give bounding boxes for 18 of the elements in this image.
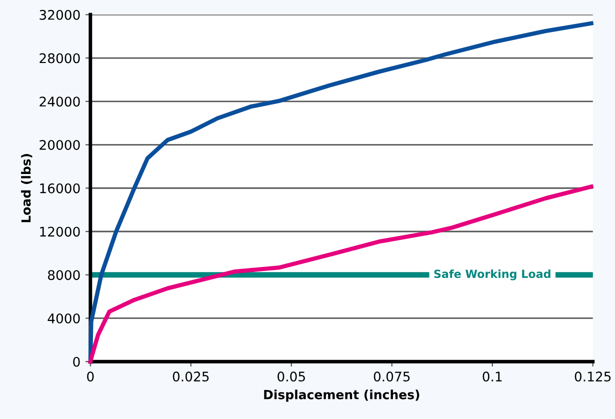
y-tick-label: 0 [73, 356, 80, 367]
y-tick-label: 16000 [40, 183, 80, 194]
y-tick-label: 4000 [48, 313, 80, 324]
y-axis-title: Load (lbs) [21, 154, 32, 222]
x-tick-label: 0.125 [574, 372, 611, 382]
x-tick-label: 0.075 [374, 372, 410, 382]
y-tick-label: 12000 [40, 226, 80, 237]
x-tick-label: 0.1 [482, 372, 502, 382]
x-tick-label: 0 [87, 372, 94, 382]
ref-line-label: Safe Working Load [434, 269, 550, 280]
x-tick-label: 0.025 [172, 372, 209, 382]
y-tick-label: 28000 [40, 53, 80, 64]
y-tick-label: 32000 [40, 10, 80, 20]
y-tick-label: 8000 [48, 270, 80, 280]
y-tick-label: 24000 [40, 96, 80, 107]
y-tick-label: 20000 [40, 140, 80, 150]
x-axis-title: Displacement (inches) [264, 390, 420, 402]
x-tick-label: 0.05 [278, 372, 305, 382]
